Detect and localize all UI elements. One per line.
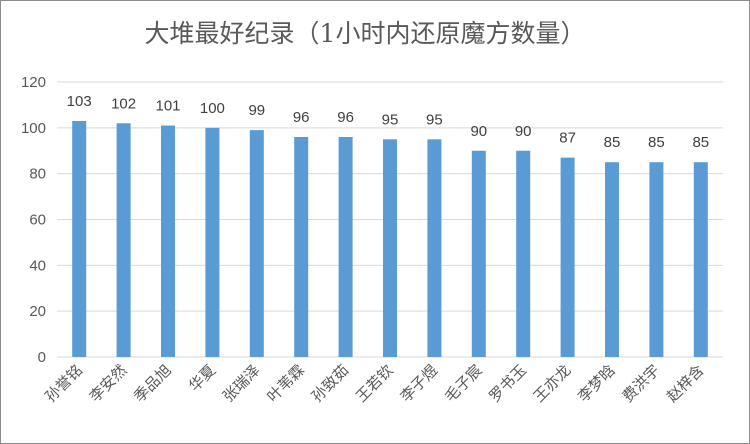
- bar-1: [72, 120, 87, 357]
- y-tick-label: 20: [29, 303, 46, 320]
- category-label: 李梦晗: [574, 361, 619, 406]
- data-labels: 103 102 101 100 99 96 96 95 95 90 90 87 85 85 85: [67, 93, 709, 151]
- data-label: 87: [559, 130, 576, 147]
- bar-10: [471, 150, 486, 357]
- category-label: 孙致茹: [308, 361, 353, 406]
- data-label: 96: [337, 109, 354, 126]
- category-label: 华夏: [185, 361, 219, 395]
- data-label: 85: [604, 134, 621, 151]
- bar-6: [294, 137, 309, 357]
- chart-title: 大堆最好纪录（1小时内还原魔方数量）: [145, 19, 586, 48]
- bar-2: [116, 123, 131, 357]
- category-label: 李子煜: [397, 361, 442, 406]
- data-label: 96: [293, 109, 310, 126]
- category-label: 费洪宇: [619, 361, 664, 406]
- y-axis-ticks: 0 20 40 60 80 100 120: [21, 74, 46, 366]
- y-tick-label: 100: [21, 120, 46, 137]
- y-tick-label: 0: [38, 349, 46, 366]
- category-label: 叶苇霖: [263, 361, 308, 406]
- data-label: 85: [692, 134, 709, 151]
- category-label: 王若钦: [352, 361, 397, 406]
- x-axis-categories: 孙誉铭 李安然 季品旭 华夏 张瑞泽 叶苇霖 孙致茹 王若钦 李子煜 毛子宸 罗书玉 王亦龙 李梦晗 费洪…: [41, 361, 707, 406]
- bar-3: [161, 125, 175, 358]
- bar-13: [605, 162, 619, 357]
- bar-8: [383, 139, 397, 357]
- bar-15: [693, 162, 708, 357]
- category-label: 赵梓含: [663, 361, 708, 406]
- y-tick-label: 80: [29, 166, 46, 183]
- data-label: 102: [111, 95, 136, 112]
- bar-12: [560, 157, 575, 357]
- data-label: 95: [426, 111, 443, 128]
- data-label: 85: [648, 134, 665, 151]
- category-label: 孙誉铭: [41, 361, 86, 406]
- data-label: 90: [515, 123, 532, 140]
- bar-5: [249, 130, 264, 357]
- bar-9: [427, 139, 442, 357]
- category-label: 季品旭: [130, 361, 175, 406]
- data-label: 103: [67, 93, 92, 110]
- data-label: 95: [382, 111, 399, 128]
- bar-4: [205, 127, 220, 357]
- bar-7: [338, 137, 353, 357]
- data-label: 101: [155, 98, 180, 115]
- y-tick-label: 120: [21, 74, 46, 91]
- category-label: 罗书玉: [485, 361, 530, 406]
- data-label: 100: [200, 100, 225, 117]
- data-label: 99: [248, 102, 265, 119]
- y-tick-label: 40: [29, 257, 46, 274]
- category-label: 王亦龙: [530, 361, 575, 406]
- bar-14: [649, 162, 664, 357]
- bars: [72, 120, 708, 358]
- category-label: 张瑞泽: [219, 361, 264, 406]
- category-label: 李安然: [86, 361, 131, 406]
- category-label: 毛子宸: [441, 361, 486, 406]
- y-tick-label: 60: [29, 212, 46, 229]
- data-label: 90: [470, 123, 487, 140]
- bar-11: [516, 150, 531, 357]
